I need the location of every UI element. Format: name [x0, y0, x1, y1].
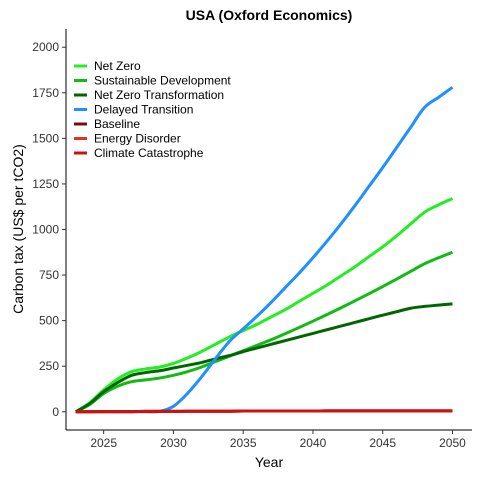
x-tick-label: 2025 — [90, 436, 117, 450]
legend-label-energy-disorder: Energy Disorder — [94, 132, 181, 146]
y-tick-label: 250 — [39, 359, 59, 373]
x-tick-label: 2040 — [300, 436, 327, 450]
y-tick-label: 0 — [52, 405, 59, 419]
series-lines — [74, 86, 454, 414]
legend-label-baseline: Baseline — [94, 117, 140, 131]
x-tick-label: 2050 — [439, 436, 466, 450]
y-tick-label: 750 — [39, 268, 59, 282]
legend-label-sustainable-development: Sustainable Development — [94, 74, 231, 88]
chart-title: USA (Oxford Economics) — [186, 7, 353, 23]
legend-label-net-zero-transformation: Net Zero Transformation — [94, 88, 224, 102]
y-tick-label: 1250 — [32, 177, 59, 191]
y-axis-title: Carbon tax (US$ per tCO2) — [10, 144, 26, 314]
legend-label-delayed-transition: Delayed Transition — [94, 103, 193, 117]
y-tick-label: 500 — [39, 314, 59, 328]
series-line-sustainable-development — [75, 250, 454, 414]
legend-label-climate-catastrophe: Climate Catastrophe — [94, 146, 204, 160]
y-tick-label: 2000 — [32, 40, 59, 54]
y-tick-label: 1500 — [32, 131, 59, 145]
series-line-net-zero — [74, 197, 454, 414]
series-line-net-zero-transformation — [75, 302, 453, 414]
x-tick-label: 2035 — [230, 436, 257, 450]
x-axis-ticks: 2025 2030 2035 2040 2045 2050 — [90, 430, 466, 450]
x-tick-label: 2030 — [160, 436, 187, 450]
legend-label-net-zero: Net Zero — [94, 59, 141, 73]
y-tick-label: 1000 — [32, 223, 59, 237]
series-line-climate-catastrophe — [75, 409, 453, 414]
y-tick-label: 1750 — [32, 86, 59, 100]
x-tick-label: 2045 — [369, 436, 396, 450]
x-axis-title: Year — [255, 454, 284, 470]
y-axis-ticks: 0 250 500 750 1000 1250 1500 1750 2000 — [32, 40, 66, 419]
